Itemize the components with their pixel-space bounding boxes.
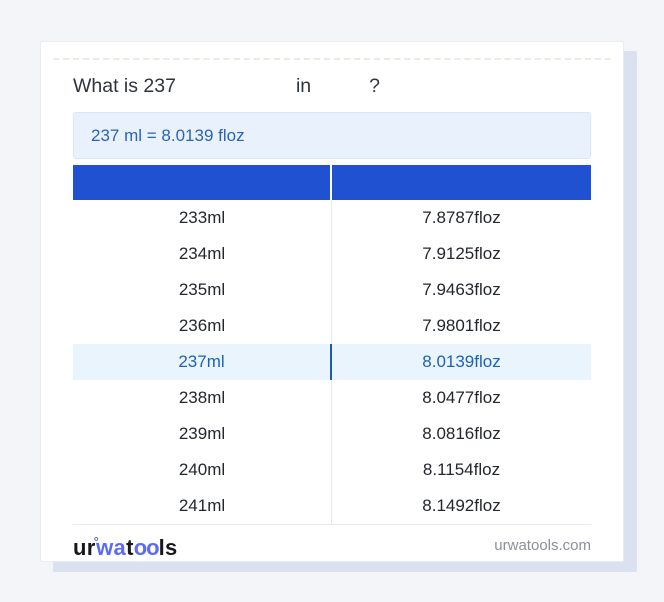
cell-floz: 8.1154floz <box>422 460 501 479</box>
table-header-ml <box>73 165 332 200</box>
cell-ml: 234ml <box>73 236 332 272</box>
cell-floz: 8.1492floz <box>422 496 501 515</box>
table-row: 238ml 8.0477floz <box>73 380 591 416</box>
table-row: 241ml 8.1492floz <box>73 488 591 524</box>
cell-ml: 236ml <box>73 308 332 344</box>
cell-floz: 8.0816floz <box>422 424 501 443</box>
page-title: What is 237 in? <box>73 73 591 99</box>
logo-part-dark-3: ls <box>158 535 178 560</box>
site-domain: urwatools.com <box>494 536 591 554</box>
logo-part-blue-1: wa <box>96 535 127 560</box>
table-row: 237ml 8.0139floz <box>73 344 591 380</box>
table-row: 240ml 8.1154floz <box>73 452 591 488</box>
cell-floz: 7.9463floz <box>422 280 501 299</box>
cell-ml: 235ml <box>73 272 332 308</box>
table-body: 233ml 7.8787floz 234ml 7.9125floz 235ml 7.946… <box>73 200 591 525</box>
table-row: 236ml 7.9801floz <box>73 308 591 344</box>
title-connector: in <box>295 75 312 97</box>
cell-ml: 238ml <box>73 380 332 416</box>
conversion-result-text: 237 ml = 8.0139 floz <box>91 125 245 145</box>
cell-floz: 7.9801floz <box>422 316 501 335</box>
logo-part-dark-2: t <box>126 535 134 560</box>
table-row: 239ml 8.0816floz <box>73 416 591 452</box>
table-header-row <box>73 165 591 200</box>
logo-ring-icon: ° <box>93 534 100 549</box>
cell-ml: 239ml <box>73 416 332 452</box>
logo-glasses-oo: oo <box>133 535 160 560</box>
table-header-floz <box>332 165 591 200</box>
card-footer: ur°watools urwatools.com <box>73 525 591 563</box>
cell-ml: 237ml <box>73 344 332 380</box>
cell-floz: 7.9125floz <box>422 244 501 263</box>
cell-ml: 241ml <box>73 488 332 524</box>
logo[interactable]: ur°watools <box>73 527 178 563</box>
table-row: 233ml 7.8787floz <box>73 200 591 236</box>
cell-ml: 240ml <box>73 452 332 488</box>
title-prefix: What is 237 <box>73 75 176 97</box>
table-row: 235ml 7.9463floz <box>73 272 591 308</box>
converter-card: What is 237 in? 237 ml = 8.0139 floz 233m… <box>40 41 624 562</box>
title-question-mark: ? <box>369 75 381 97</box>
logo-part-dark-1: ur <box>73 535 96 560</box>
cell-floz: 7.8787floz <box>422 208 501 227</box>
cell-floz: 8.0139floz <box>422 352 501 371</box>
dashed-divider <box>53 58 611 60</box>
cell-ml: 233ml <box>73 200 332 236</box>
cell-floz: 8.0477floz <box>422 388 501 407</box>
table-row: 234ml 7.9125floz <box>73 236 591 272</box>
conversion-result-box: 237 ml = 8.0139 floz <box>73 112 591 159</box>
conversion-table: 233ml 7.8787floz 234ml 7.9125floz 235ml 7.946… <box>73 165 591 525</box>
